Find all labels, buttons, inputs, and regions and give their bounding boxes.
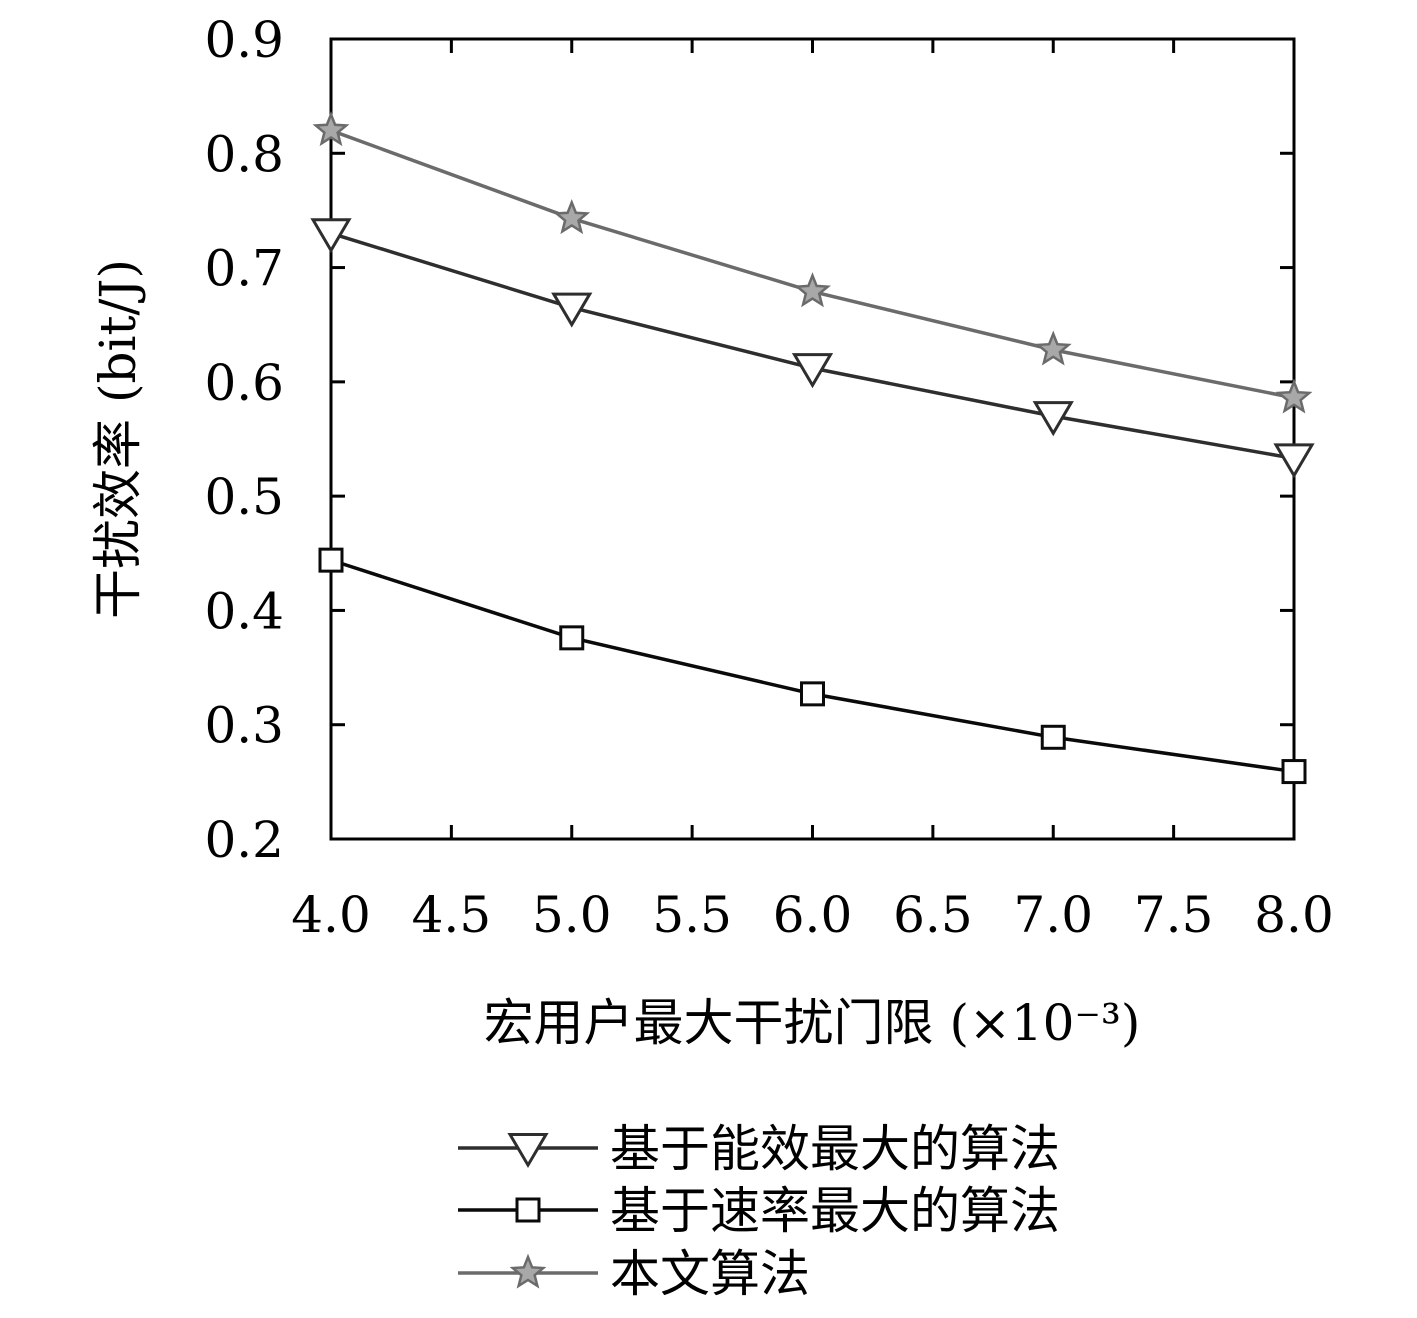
x-tick-labels: 4.0 4.5 5.0 5.5 6.0 6.5 7.0 7.5 8.0 [291, 886, 1334, 944]
data-point [312, 111, 350, 147]
axis-ticks [329, 37, 1296, 841]
legend-marker [515, 1197, 541, 1223]
y-tick-label: 0.7 [204, 240, 284, 298]
series-line [330, 558, 1295, 774]
y-tick-labels: 0.9 0.8 0.7 0.6 0.5 0.4 0.3 0.2 [204, 11, 284, 869]
data-point [1032, 401, 1074, 437]
data-point [551, 292, 593, 328]
x-tick-label: 7.5 [1134, 886, 1214, 944]
series-1 [310, 218, 1315, 479]
x-tick-label: 6.5 [893, 886, 973, 944]
y-axis-title: 干扰效率 (bit/J) [89, 259, 147, 619]
data-point [1273, 443, 1315, 479]
data-point [1281, 759, 1307, 785]
data-point [1040, 724, 1066, 750]
y-tick-label: 0.4 [204, 582, 284, 640]
series-line [330, 231, 1295, 461]
x-tick-label: 7.0 [1013, 886, 1093, 944]
data-point [559, 625, 585, 651]
y-tick-label: 0.9 [204, 11, 284, 69]
legend-label: 基于速率最大的算法 [610, 1182, 1060, 1240]
y-tick-label: 0.8 [204, 125, 284, 183]
x-tick-label: 6.0 [773, 886, 853, 944]
series-layer [310, 111, 1315, 785]
x-tick-label: 4.5 [412, 886, 492, 944]
plot-frame [329, 37, 1296, 841]
y-tick-label: 0.3 [204, 697, 284, 755]
data-point [791, 353, 834, 389]
x-tick-label: 5.0 [532, 886, 612, 944]
legend-item: 基于能效最大的算法 [458, 1120, 1060, 1178]
y-tick-label: 0.6 [204, 354, 284, 412]
y-tick-label: 0.5 [204, 468, 284, 526]
legend-item: 本文算法 [458, 1245, 810, 1303]
data-point [310, 218, 352, 254]
legend-label: 基于能效最大的算法 [610, 1120, 1060, 1178]
legend-item: 基于速率最大的算法 [458, 1182, 1060, 1240]
data-point [318, 547, 344, 573]
series-2 [318, 547, 1307, 785]
legend-marker [507, 1133, 549, 1169]
data-point [794, 272, 831, 308]
x-tick-label: 4.0 [291, 886, 371, 944]
data-point [1275, 378, 1313, 414]
y-tick-label: 0.2 [204, 811, 284, 869]
x-axis-title: 宏用户最大干扰门限 (×10⁻³) [484, 994, 1141, 1052]
legend-label: 本文算法 [610, 1245, 810, 1303]
x-tick-label: 5.5 [652, 886, 732, 944]
data-point [553, 199, 591, 235]
series-3 [312, 111, 1313, 414]
data-point [1034, 330, 1072, 366]
legend-marker [509, 1253, 547, 1289]
x-tick-label: 8.0 [1254, 886, 1334, 944]
data-point [800, 681, 825, 707]
